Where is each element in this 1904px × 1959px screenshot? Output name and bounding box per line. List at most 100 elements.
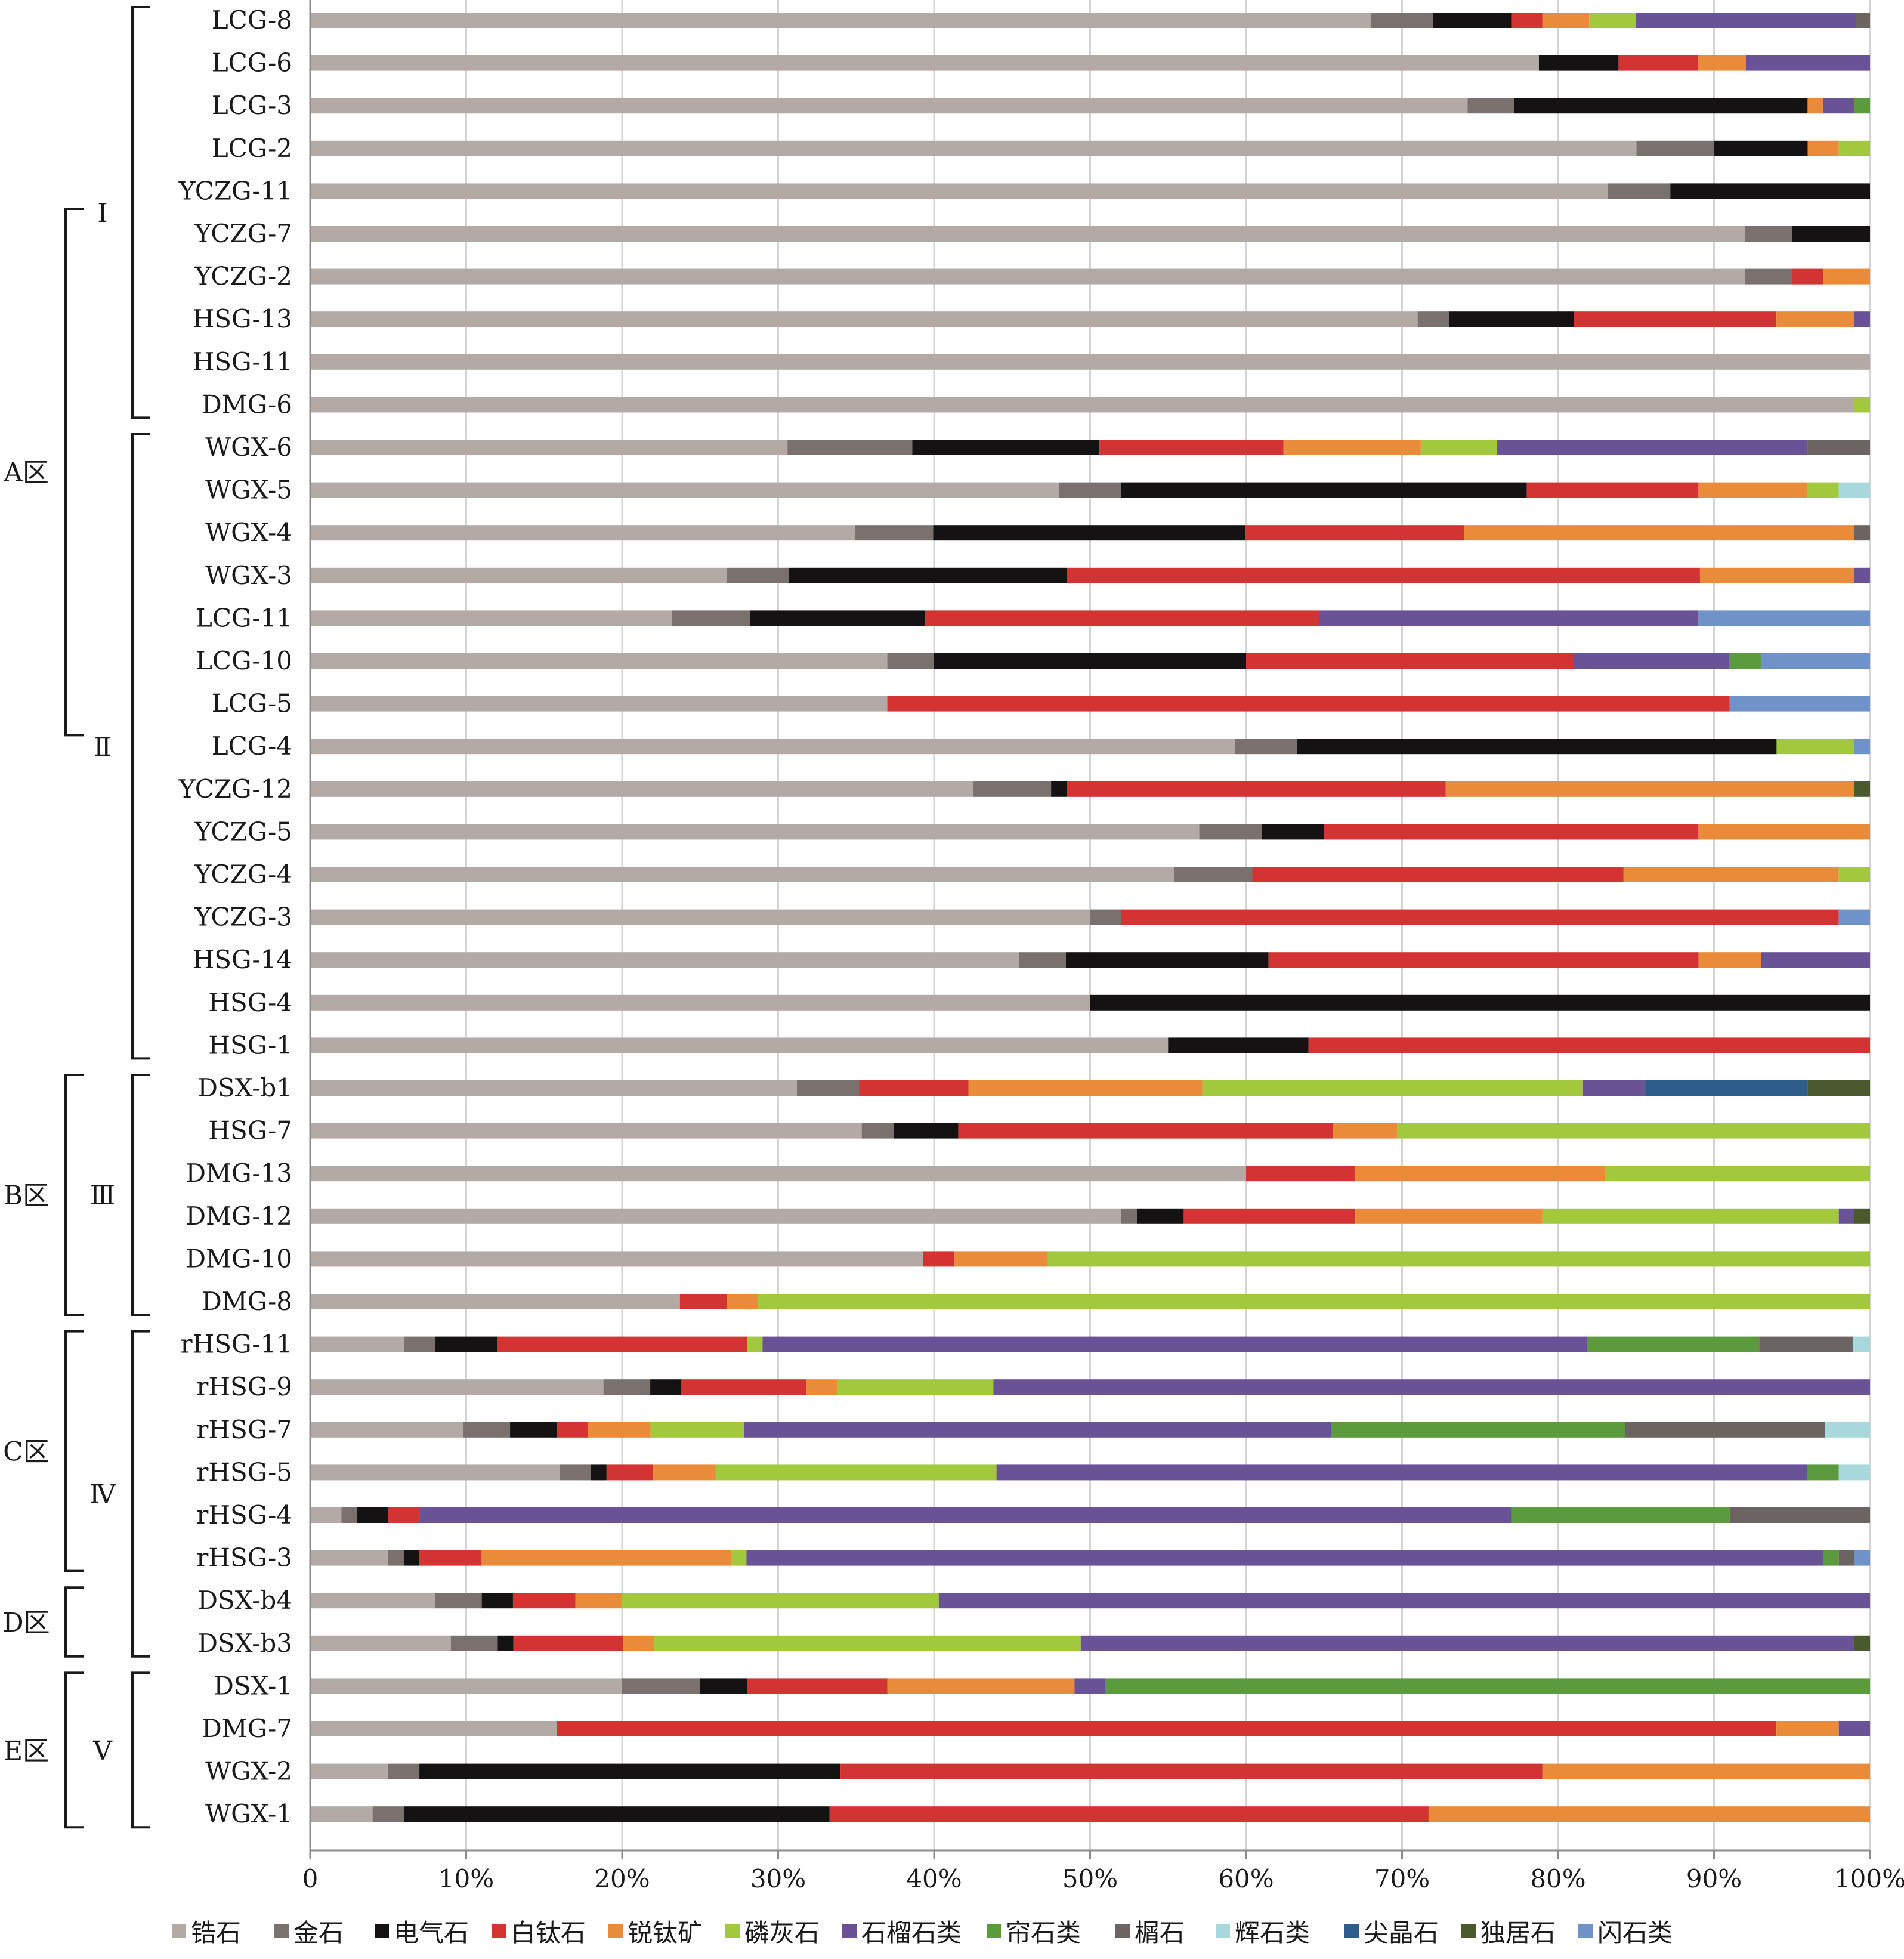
bar-segment xyxy=(1838,1721,1870,1736)
bar-row xyxy=(310,1721,1870,1736)
bar-row xyxy=(310,1550,1870,1566)
bar-segment xyxy=(1589,13,1636,28)
bar-segment xyxy=(1625,1422,1825,1438)
bar-segment xyxy=(1202,1080,1583,1096)
bar-segment xyxy=(310,1464,560,1481)
bar-segment xyxy=(1526,482,1699,498)
bar-segment xyxy=(1420,440,1498,455)
bar-segment xyxy=(310,1763,388,1779)
bar-row xyxy=(310,1678,1870,1694)
zone-bracket: B区 xyxy=(4,1074,84,1316)
x-tick-label: 10% xyxy=(438,1864,494,1893)
bar-segment xyxy=(1297,739,1777,755)
bar-row xyxy=(310,1635,1870,1651)
category-label: HSG-4 xyxy=(208,988,292,1017)
bar-segment xyxy=(700,1678,747,1694)
category-label: DSX-1 xyxy=(214,1671,292,1700)
bar-segment xyxy=(310,696,888,712)
category-labels: LCG-8 LCG-6 LCG-3 LCG-2 YCZG-11 YCZG-7 YCZG-2 H… xyxy=(178,5,292,1828)
bar-segment xyxy=(859,1080,969,1096)
roman-group-bracket: Ⅲ xyxy=(90,1074,150,1316)
bar-row xyxy=(310,13,1870,28)
bar-segment xyxy=(1433,13,1512,28)
category-label: YCZG-7 xyxy=(194,219,292,248)
bar-segment xyxy=(746,1550,1823,1566)
bar-segment xyxy=(1090,909,1121,925)
bar-segment xyxy=(310,354,1870,370)
bar-row xyxy=(310,1251,1870,1267)
legend-item: 锐钛矿 xyxy=(608,1918,703,1948)
bar-row xyxy=(310,55,1870,71)
bar-segment xyxy=(388,1550,404,1566)
bar-segment xyxy=(1854,739,1870,755)
bar-segment xyxy=(310,824,1200,840)
category-label: YCZG-4 xyxy=(194,860,292,889)
legend-label: 闪石类 xyxy=(1597,1918,1673,1948)
bar-row xyxy=(310,311,1870,327)
roman-group-bracket: Ⅱ xyxy=(94,433,150,1060)
roman-group-bracket-label: Ⅰ xyxy=(97,198,107,228)
category-label: DSX-b1 xyxy=(197,1073,292,1102)
bar-segment xyxy=(993,1379,1870,1395)
bar-segment xyxy=(310,952,1019,968)
bar-segment xyxy=(310,98,1468,114)
x-tick-label: 100% xyxy=(1834,1864,1904,1893)
bar-segment xyxy=(310,610,672,626)
roman-group-bracket-label: Ⅳ xyxy=(89,1479,116,1510)
bar-segment xyxy=(938,1593,1870,1609)
bar-segment xyxy=(388,1507,420,1523)
bar-segment xyxy=(796,1080,860,1096)
bar-segment xyxy=(1854,781,1870,797)
bar-segment xyxy=(310,867,1174,882)
bar-segment xyxy=(1511,1507,1730,1523)
bar-segment xyxy=(1121,909,1839,925)
bar-segment xyxy=(925,610,1319,626)
bar-segment xyxy=(310,440,788,455)
bar-segment xyxy=(1355,1166,1605,1182)
category-label: LCG-11 xyxy=(196,603,292,632)
bar-segment xyxy=(388,1763,420,1779)
bar-segment xyxy=(679,1294,727,1309)
category-label: rHSG-4 xyxy=(196,1500,292,1529)
bar-segment xyxy=(1645,1080,1808,1096)
legend-swatch xyxy=(1216,1924,1230,1938)
category-label: YCZG-5 xyxy=(194,817,292,846)
category-label: DSX-b3 xyxy=(197,1629,292,1658)
bar-segment xyxy=(435,1593,482,1609)
bar-segment xyxy=(1245,525,1464,541)
bar-segment xyxy=(1262,824,1324,840)
legend-swatch xyxy=(1115,1924,1130,1938)
bar-segment xyxy=(1174,867,1253,882)
bar-segment xyxy=(1397,1123,1870,1139)
bar-segment xyxy=(1371,13,1433,28)
category-label: LCG-10 xyxy=(196,646,292,675)
bar-segment xyxy=(1838,1208,1854,1224)
bar-segment xyxy=(1246,1166,1356,1182)
category-label: YCZG-3 xyxy=(194,903,292,932)
bar-segment xyxy=(1105,1678,1870,1694)
bar-row xyxy=(310,1294,1870,1309)
bar-segment xyxy=(1080,1635,1854,1651)
bar-segment xyxy=(341,1507,357,1523)
bar-segment xyxy=(1729,1507,1870,1523)
legend-label: 白钛石 xyxy=(511,1918,586,1948)
bar-segment xyxy=(419,1763,841,1779)
category-label: HSG-7 xyxy=(208,1116,292,1145)
category-label: DSX-b4 xyxy=(197,1586,292,1615)
category-label: rHSG-7 xyxy=(196,1415,292,1444)
bar-segment xyxy=(588,1422,651,1438)
bar-segment xyxy=(310,1422,463,1438)
bar-segment xyxy=(1854,311,1870,327)
bar-segment xyxy=(1745,226,1792,242)
category-label: DMG-13 xyxy=(186,1158,292,1188)
bar-segment xyxy=(1090,994,1870,1011)
bar-segment xyxy=(1854,1635,1870,1651)
bar-segment xyxy=(310,909,1090,925)
bar-row xyxy=(310,952,1870,968)
category-label: WGX-2 xyxy=(205,1757,292,1786)
bar-segment xyxy=(310,1208,1121,1224)
bar-segment xyxy=(560,1464,591,1481)
bar-segment xyxy=(829,1806,1429,1822)
bar-segment xyxy=(310,13,1371,28)
bar-row xyxy=(310,1806,1870,1822)
